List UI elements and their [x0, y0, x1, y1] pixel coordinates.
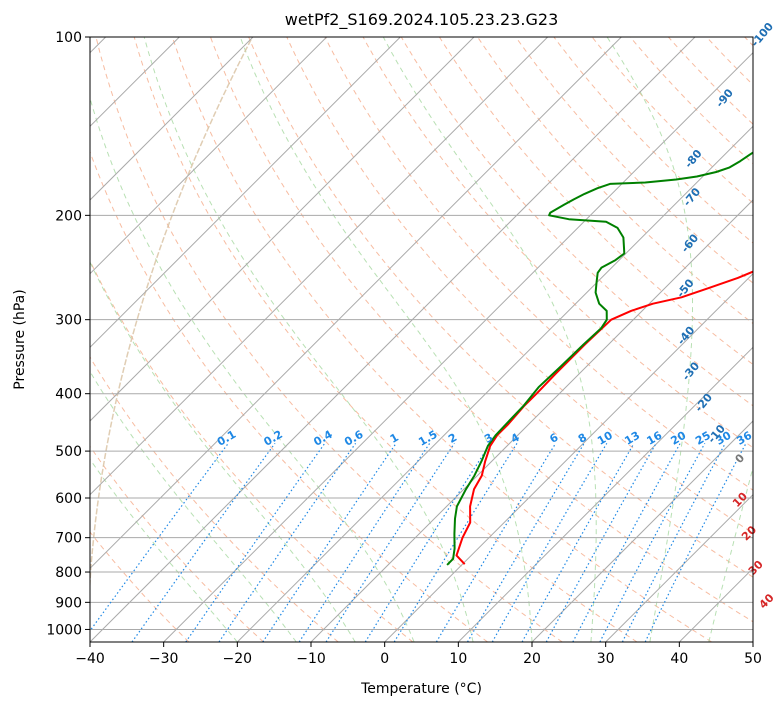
moist-adiabat	[143, 37, 474, 642]
mixing-ratio-line	[621, 443, 726, 642]
dry-adiabat	[438, 37, 753, 366]
mixing-ratio-line	[218, 442, 357, 642]
x-tick-label: 50	[744, 651, 762, 667]
mixing-ratio-line	[599, 443, 706, 642]
y-tick-label: 500	[55, 444, 82, 460]
reference-curve	[90, 37, 254, 595]
moist-adiabat	[239, 37, 533, 642]
dry-adiabat	[210, 37, 753, 623]
isotherm	[90, 37, 401, 349]
dewpoint-line	[446, 151, 753, 566]
isotherm	[163, 51, 753, 642]
x-tick-label: −40	[75, 651, 105, 667]
mixing-ratio-line	[491, 442, 608, 642]
mixing-ratio-line	[325, 442, 455, 642]
y-tick-label: 600	[55, 491, 82, 507]
mixing-ratio-line	[298, 442, 431, 642]
x-tick-label: −20	[223, 651, 253, 667]
mixing-ratio-line	[521, 442, 635, 642]
moist-adiabat	[90, 458, 238, 642]
y-tick-label: 200	[55, 208, 82, 224]
dry-adiabat	[95, 37, 563, 642]
plot-frame	[89, 36, 754, 643]
x-tick-label: 20	[523, 651, 541, 667]
x-axis-title: Temperature (°C)	[360, 681, 482, 697]
x-tick-label: 30	[597, 651, 615, 667]
dry-adiabat	[248, 37, 753, 578]
moist-adiabat	[90, 260, 356, 642]
y-tick-label: 700	[55, 531, 82, 547]
y-tick-label: 100	[55, 30, 82, 46]
isotherm	[384, 272, 753, 642]
dry-adiabat	[133, 37, 638, 642]
isotherm	[531, 420, 753, 642]
x-tick-label: −10	[296, 651, 326, 667]
x-tick-label: 0	[380, 651, 389, 667]
moist-adiabat	[90, 370, 297, 642]
x-tick-label: −30	[149, 651, 179, 667]
y-tick-label: 800	[55, 565, 82, 581]
x-tick-label: 40	[670, 651, 688, 667]
isotherm	[90, 37, 328, 275]
moist-adiabat	[606, 37, 693, 642]
isotherm	[90, 37, 254, 201]
isotherm	[236, 125, 753, 642]
mixing-ratio-line	[435, 442, 557, 642]
dry-adiabat	[90, 259, 414, 642]
isotherm	[457, 346, 753, 642]
dry-adiabat	[90, 356, 339, 642]
mixing-ratio-line	[262, 442, 397, 642]
dry-adiabat	[286, 37, 753, 534]
isotherm	[310, 199, 753, 642]
y-tick-label: 1000	[46, 622, 82, 638]
temperature-line	[455, 270, 753, 565]
background-lines	[90, 37, 753, 642]
y-tick-label: 900	[55, 595, 82, 611]
data-lines	[446, 151, 753, 566]
mixing-ratio-line	[131, 442, 276, 642]
isotherm	[90, 37, 622, 570]
mixing-ratio-line	[364, 442, 492, 642]
dry-adiabat	[400, 37, 753, 407]
y-tick-label: 400	[55, 387, 82, 403]
mixing-ratio-line	[466, 442, 585, 642]
moist-adiabat	[382, 37, 597, 642]
isotherm	[90, 37, 696, 642]
isotherm	[90, 37, 549, 496]
y-tick-label: 300	[55, 313, 82, 329]
y-axis-title: Pressure (hPa)	[12, 289, 28, 389]
chart-title: wetPf2_S169.2024.105.23.23.G23	[285, 10, 559, 30]
x-tick-label: 10	[449, 651, 467, 667]
dry-adiabat	[324, 37, 753, 491]
dry-adiabat	[90, 531, 190, 642]
mixing-ratio-line	[393, 442, 518, 642]
mixing-ratio-line	[185, 442, 326, 642]
axes: −40 −30 −20 −10 0 10 20 30 40 50 100 200 300 400 500 60…	[46, 30, 762, 667]
isotherm	[605, 493, 753, 642]
isotherm	[90, 37, 475, 422]
